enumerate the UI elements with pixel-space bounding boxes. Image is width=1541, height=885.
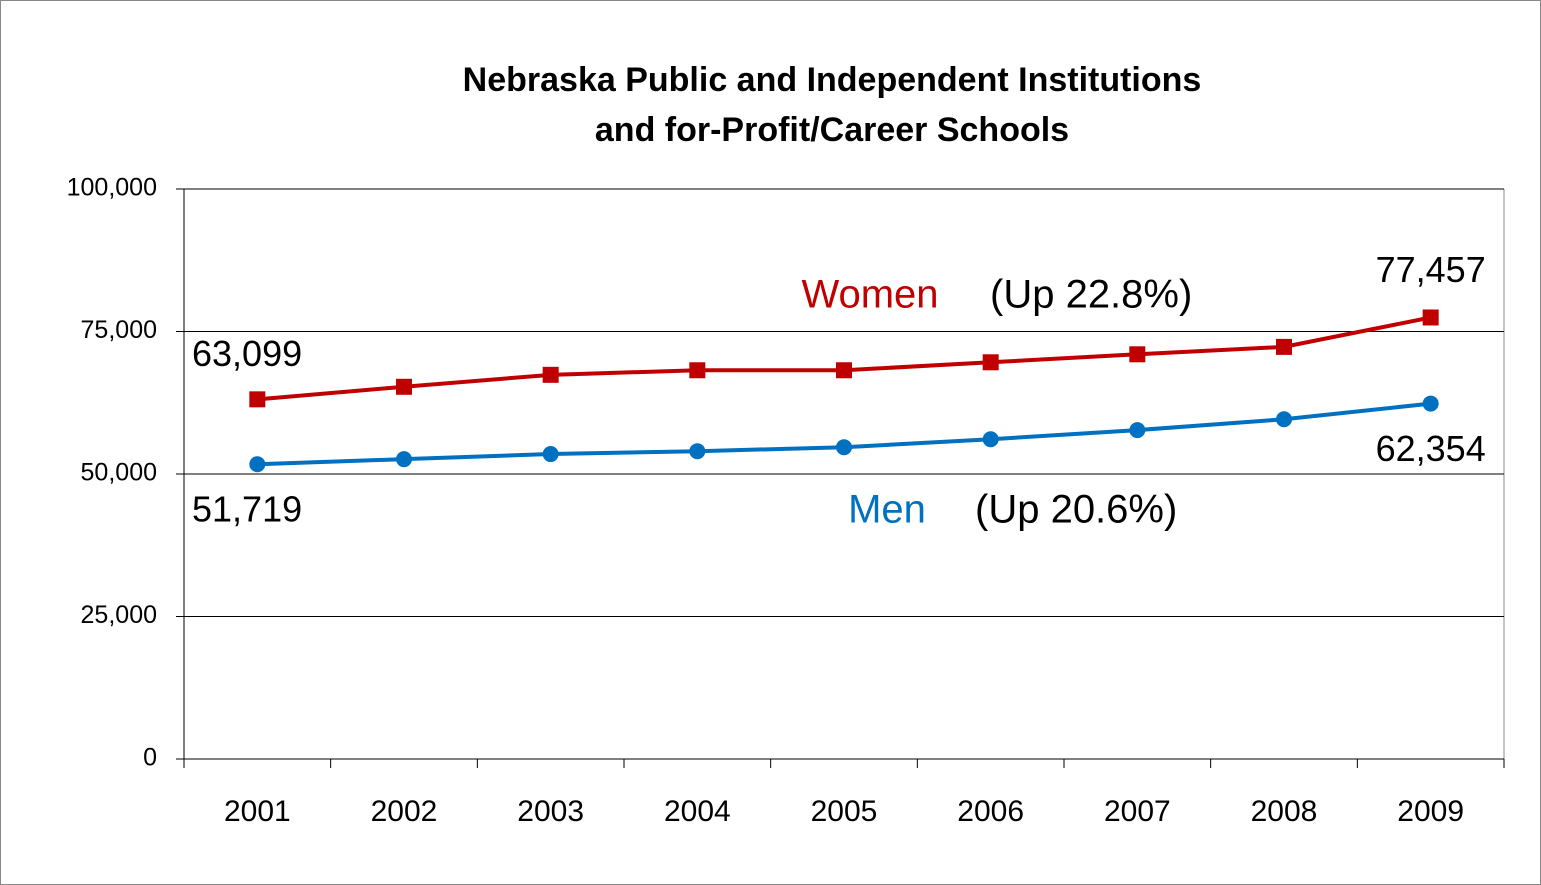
x-tick-label: 2004 xyxy=(664,795,731,828)
marker xyxy=(542,366,559,383)
marker xyxy=(982,431,999,448)
marker xyxy=(1276,411,1292,428)
marker xyxy=(396,451,412,468)
marker xyxy=(1422,309,1439,326)
marker xyxy=(836,362,852,379)
marker xyxy=(1276,338,1292,355)
x-tick-label: 2009 xyxy=(1397,795,1464,828)
y-tick-label: 50,000 xyxy=(81,459,157,487)
data-label: 77,457 xyxy=(1376,249,1486,290)
marker xyxy=(1422,395,1439,412)
marker xyxy=(1129,346,1146,363)
y-tick-label: 100,000 xyxy=(67,174,157,202)
x-tick-label: 2008 xyxy=(1251,795,1318,828)
chart-title: and for-Profit/Career Schools xyxy=(595,111,1069,149)
y-tick-label: 25,000 xyxy=(81,601,157,629)
series-label: Men xyxy=(848,488,926,532)
data-label: 63,099 xyxy=(192,333,302,374)
marker xyxy=(689,362,706,379)
marker xyxy=(542,446,559,463)
marker xyxy=(396,378,412,395)
marker xyxy=(689,443,706,460)
x-tick-label: 2007 xyxy=(1104,795,1171,828)
marker xyxy=(249,456,266,473)
x-tick-label: 2006 xyxy=(957,795,1024,828)
marker xyxy=(249,391,266,408)
series-label: Women xyxy=(801,273,938,317)
marker xyxy=(836,439,852,456)
marker xyxy=(982,354,999,371)
data-label: 51,719 xyxy=(192,489,302,530)
marker xyxy=(1129,422,1146,439)
y-tick-label: 0 xyxy=(143,744,157,772)
data-label: 62,354 xyxy=(1376,428,1486,469)
x-tick-label: 2003 xyxy=(517,795,584,828)
annotation: (Up 22.8%) xyxy=(990,273,1192,317)
annotation: (Up 20.6%) xyxy=(975,488,1177,532)
x-tick-label: 2001 xyxy=(224,795,291,828)
x-tick-label: 2005 xyxy=(811,795,878,828)
y-tick-label: 75,000 xyxy=(81,316,157,344)
chart-title: Nebraska Public and Independent Institut… xyxy=(463,61,1202,99)
x-tick-label: 2002 xyxy=(371,795,438,828)
